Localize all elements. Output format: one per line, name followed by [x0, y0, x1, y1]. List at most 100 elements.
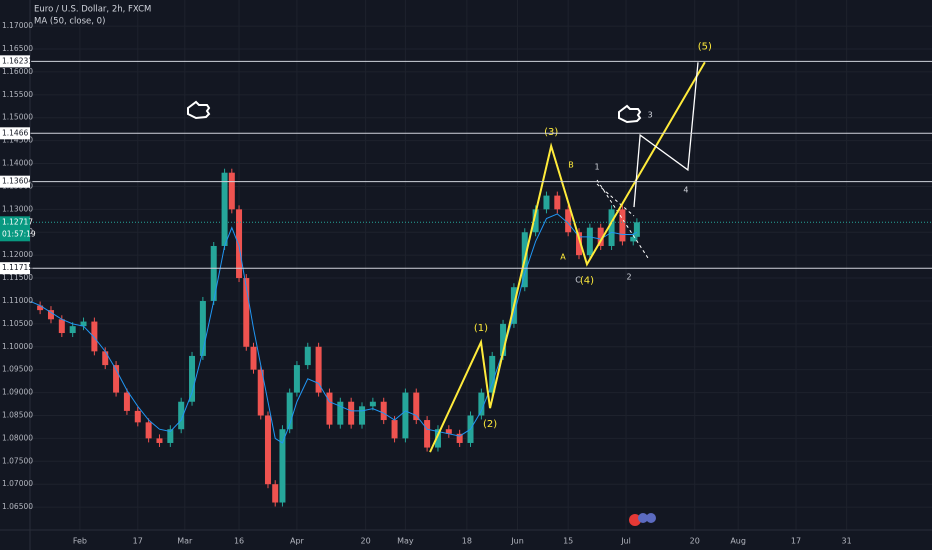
wave-label: (5): [698, 41, 712, 52]
candle: [326, 392, 333, 425]
candle: [565, 209, 572, 233]
y-tick-label: 1.09500: [2, 365, 33, 374]
x-tick-label: 17: [791, 537, 801, 546]
x-tick-label: 20: [690, 537, 700, 546]
plot: [29, 168, 640, 507]
candle: [608, 209, 615, 246]
symbol-title: Euro / U.S. Dollar, 2h, FXCM: [34, 5, 151, 15]
y-tick-label: 1.10000: [2, 342, 33, 351]
level-box: [0, 175, 30, 188]
x-tick-label: 15: [563, 537, 573, 546]
y-tick-label: 1.17000: [2, 21, 33, 30]
x-tick-label: Jul: [620, 537, 631, 546]
axes: 1.06500 1.07000 1.07500 1.08000 1.08500 1.090…: [0, 21, 852, 546]
candle: [243, 278, 250, 347]
level-box: [0, 262, 30, 275]
candle: [359, 406, 366, 425]
candle: [315, 346, 322, 393]
candle: [633, 222, 640, 237]
candle: [586, 227, 593, 256]
candle: [348, 401, 355, 425]
candle: [543, 195, 550, 210]
x-tick-label: Feb: [73, 537, 87, 546]
candle: [91, 321, 98, 352]
trend-line: [596, 183, 635, 217]
hand-icon: [618, 104, 642, 124]
candle: [293, 365, 300, 393]
candle: [102, 351, 109, 366]
projection-arrow: [633, 62, 699, 208]
candle: [156, 438, 163, 443]
sub-wave-label: B: [568, 161, 574, 170]
level-box: [0, 127, 30, 140]
current-price-box: [0, 216, 30, 242]
sub-wave-label: A: [560, 253, 566, 262]
x-tick-label: 17: [133, 537, 143, 546]
y-tick-label: 1.11000: [2, 296, 33, 305]
sub-wave-label: 2: [626, 273, 631, 282]
candle: [272, 484, 279, 503]
moving-average: [29, 213, 638, 444]
candle: [286, 392, 293, 430]
annotations: (1) (2) (3) (4) (5) 3 4 A B C 1 2: [30, 41, 932, 526]
x-tick-label: 31: [842, 537, 852, 546]
candle: [37, 305, 44, 311]
level-label: 1.11715: [2, 263, 33, 272]
candle: [456, 433, 463, 443]
candle: [145, 422, 152, 439]
countdown-label: 01:57:19: [2, 229, 36, 238]
candle: [337, 401, 344, 425]
candle: [424, 420, 431, 448]
candle: [597, 227, 604, 246]
x-tick-label: Aug: [730, 537, 746, 546]
candle: [221, 172, 228, 246]
x-tick-label: Jun: [510, 537, 524, 546]
wave-label: (2): [483, 419, 497, 430]
candle: [257, 369, 264, 416]
event-icon: [646, 513, 656, 523]
candle: [47, 310, 54, 320]
x-tick-label: Mar: [177, 537, 193, 546]
x-tick-label: 16: [234, 537, 244, 546]
level-box: [0, 55, 30, 68]
y-tick-label: 1.07000: [2, 479, 33, 488]
y-tick-label: 1.11500: [2, 273, 33, 282]
candle: [134, 410, 141, 423]
candle: [58, 319, 65, 334]
y-tick-label: 1.16000: [2, 67, 33, 76]
wave-label: (3): [544, 127, 558, 138]
y-tick-label: 1.14000: [2, 159, 33, 168]
y-tick-label: 1.10500: [2, 319, 33, 328]
indicator-label: MA (50, close, 0): [34, 17, 105, 27]
candle: [178, 401, 185, 430]
y-tick-label: 1.13000: [2, 204, 33, 213]
hand-icon: [187, 100, 211, 120]
y-tick-label: 1.16500: [2, 44, 33, 53]
candle: [380, 401, 387, 421]
candle: [80, 321, 87, 327]
grid: [30, 0, 932, 530]
candle: [279, 429, 286, 503]
candle: [250, 346, 257, 370]
x-tick-label: May: [397, 537, 414, 546]
y-tick-label: 1.15000: [2, 113, 33, 122]
sub-wave-label: C: [575, 276, 581, 285]
candle: [113, 365, 120, 393]
candle: [445, 429, 452, 434]
y-tick-label: 1.06500: [2, 502, 33, 511]
wave-line: [429, 61, 706, 453]
y-tick-label: 1.14500: [2, 136, 33, 145]
y-tick-label: 1.07500: [2, 456, 33, 465]
event-icon: [638, 513, 648, 523]
candle: [167, 429, 174, 443]
candle: [489, 355, 496, 393]
sub-wave-label: 1: [594, 163, 599, 172]
candle: [123, 392, 130, 411]
candle: [630, 236, 637, 242]
x-tick-label: Apr: [290, 537, 305, 546]
wave-label: (4): [580, 275, 594, 286]
event-icon: [629, 514, 641, 526]
candle: [391, 420, 398, 439]
